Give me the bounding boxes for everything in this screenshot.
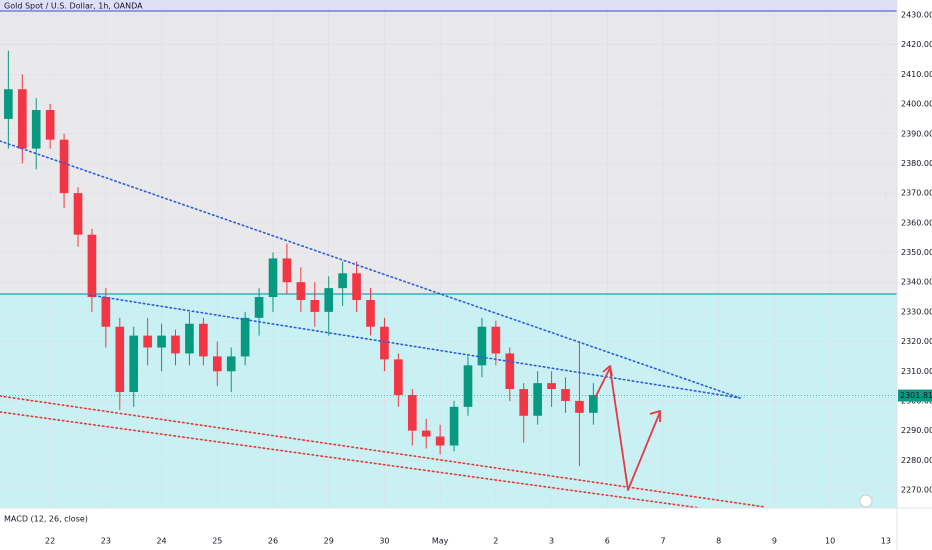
- y-tick-label: 2370.000: [901, 189, 932, 198]
- trendlines: [0, 140, 766, 509]
- candle-body: [157, 335, 166, 348]
- y-tick-label: 2360.000: [901, 218, 932, 227]
- arrow-path: [594, 367, 661, 491]
- candle-body: [407, 395, 417, 431]
- flag-icon[interactable]: [859, 494, 873, 508]
- candle-body: [171, 335, 180, 354]
- channel-lower: [0, 411, 701, 509]
- candle-body: [561, 389, 570, 401]
- y-tick-label: 2330.000: [901, 307, 932, 316]
- x-tick-label: 25: [212, 537, 222, 546]
- candle-body: [115, 326, 125, 393]
- candle-body: [240, 317, 250, 357]
- candle-body: [212, 356, 222, 372]
- candle-body: [575, 400, 584, 413]
- y-tick-label: 2310.000: [901, 367, 932, 376]
- x-tick-label: 9: [772, 537, 777, 546]
- x-tick-label: 13: [881, 537, 891, 546]
- x-tick-label: 7: [660, 537, 665, 546]
- candle-body: [547, 383, 556, 390]
- axes: 2430.000 2420.000 2410.000 2400.000 2390.000…: [0, 11, 932, 546]
- candle-body: [463, 365, 473, 407]
- last-price-label: 2301.810: [900, 391, 932, 400]
- grid: [0, 0, 897, 508]
- candle-body: [4, 89, 13, 119]
- y-tick-label: 2390.000: [901, 129, 932, 138]
- trendline-upper: [0, 140, 741, 399]
- y-tick-label: 2290.000: [901, 426, 932, 435]
- candle-body: [101, 297, 111, 327]
- candle-body: [143, 335, 152, 348]
- x-tick-label: 8: [716, 537, 721, 546]
- projection-arrow: [594, 365, 661, 491]
- candle-body: [17, 89, 27, 149]
- x-tick-label: 3: [549, 537, 554, 546]
- y-tick-label: 2380.000: [901, 159, 932, 168]
- arrow-head-2: [649, 410, 661, 422]
- candle-body: [519, 389, 529, 416]
- x-tick-label: 23: [101, 537, 111, 546]
- y-tick-label: 2400.000: [901, 100, 932, 109]
- candle-body: [268, 258, 278, 298]
- candle-body: [59, 139, 69, 194]
- y-tick-label: 2320.000: [901, 337, 932, 346]
- candle-body: [185, 323, 194, 354]
- candle-body: [254, 297, 264, 318]
- arrow-head-1: [602, 365, 613, 377]
- y-tick-label: 2340.000: [901, 278, 932, 287]
- candle-body: [491, 326, 501, 354]
- candle-body: [226, 356, 236, 372]
- candle-body: [394, 359, 403, 395]
- y-tick-label: 2280.000: [901, 456, 932, 465]
- candle-body: [199, 323, 208, 357]
- x-tick-label: 22: [45, 537, 55, 546]
- candle-body: [380, 326, 389, 360]
- y-tick-label: 2410.000: [901, 70, 932, 79]
- x-tick-label: 2: [493, 537, 498, 546]
- last-price-box: [898, 389, 932, 402]
- chart-title: Gold Spot / U.S. Dollar, 1h, OANDA: [4, 2, 143, 11]
- candle-body: [352, 273, 361, 300]
- x-tick-label: 29: [324, 537, 334, 546]
- upper-zone: [0, 0, 897, 294]
- channel-upper: [0, 395, 766, 508]
- candle-body: [324, 288, 334, 312]
- y-tick-label: 2420.000: [901, 40, 932, 49]
- candle-body: [449, 406, 459, 446]
- candles: [4, 50, 598, 467]
- x-tick-label: 24: [156, 537, 166, 546]
- x-tick-label: May: [432, 537, 449, 546]
- candle-body: [73, 193, 83, 235]
- candle-body: [87, 234, 97, 298]
- indicator-pane: [0, 508, 897, 528]
- candle-body: [45, 110, 55, 140]
- x-tick-label: 30: [379, 537, 389, 546]
- candle-body: [589, 395, 598, 413]
- top-zone: [0, 0, 897, 11]
- y-tick-label: 2350.000: [901, 248, 932, 257]
- candle-body: [505, 353, 515, 390]
- candle-body: [533, 383, 542, 416]
- candle-body: [282, 258, 292, 283]
- candle-body: [435, 436, 445, 446]
- indicator-label: MACD (12, 26, close): [4, 515, 88, 524]
- candle-body: [338, 273, 347, 289]
- y-tick-label: 2430.000: [901, 11, 932, 20]
- y-tick-label: 2270.000: [901, 486, 932, 495]
- trendline-lower: [89, 294, 741, 399]
- candle-body: [366, 300, 375, 327]
- candle-body: [310, 300, 320, 312]
- candle-body: [129, 335, 139, 393]
- x-tick-label: 26: [268, 537, 278, 546]
- candle-body: [477, 326, 487, 366]
- candle-body: [296, 282, 306, 300]
- x-tick-label: 6: [605, 537, 610, 546]
- candle-body: [31, 110, 41, 149]
- x-tick-label: 10: [825, 537, 835, 546]
- candle-body: [421, 430, 431, 437]
